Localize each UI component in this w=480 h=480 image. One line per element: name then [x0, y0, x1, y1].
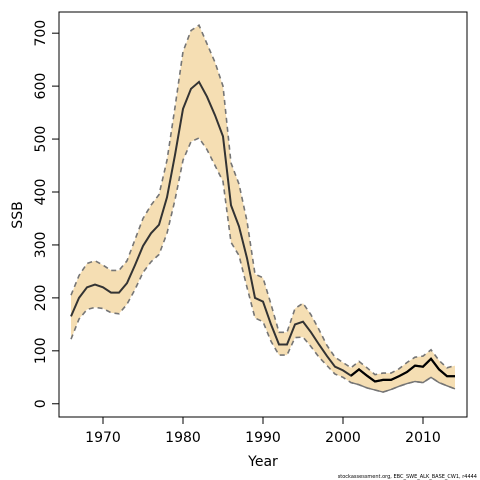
y-tick-label: 300	[33, 232, 49, 259]
y-tick-label: 100	[33, 337, 49, 364]
y-tick-label: 200	[33, 285, 49, 312]
plot-frame	[58, 11, 468, 418]
plot-area	[70, 24, 456, 393]
x-tick-label: 1990	[245, 430, 281, 446]
y-axis: 0 100 200 300 400 500 600 700	[33, 20, 60, 408]
lower-recent-line	[350, 376, 456, 393]
confidence-band	[71, 25, 455, 393]
upper-bound-line	[70, 24, 456, 376]
x-tick-label: 1970	[85, 430, 121, 446]
y-tick-label: 700	[33, 20, 49, 47]
estimate-recent-line	[350, 357, 455, 383]
x-tick-label: 2010	[405, 430, 441, 446]
x-tick-label: 1980	[165, 430, 201, 446]
y-tick-label: 400	[33, 179, 49, 206]
estimate-line	[70, 80, 455, 383]
y-tick-label: 600	[33, 73, 49, 100]
y-tick-label: 0	[33, 399, 49, 408]
x-axis-label: Year	[247, 454, 278, 470]
x-tick-label: 2000	[325, 430, 361, 446]
x-axis: 1970 1980 1990 2000 2010	[85, 416, 441, 446]
y-tick-label: 500	[33, 126, 49, 153]
y-axis-label: SSB	[10, 201, 26, 228]
source-note: stockassessment.org, EBC_SWE_ALK_BASE_CW…	[338, 474, 477, 480]
